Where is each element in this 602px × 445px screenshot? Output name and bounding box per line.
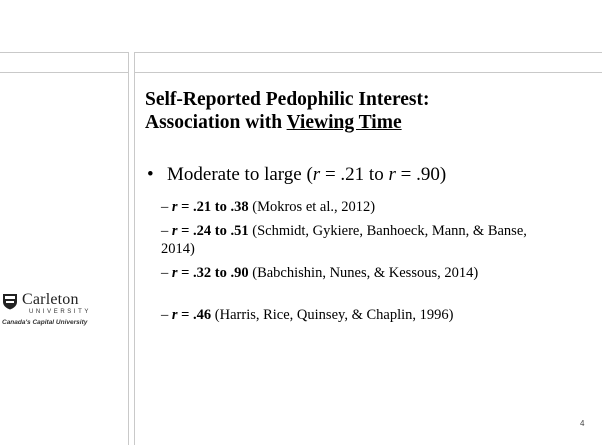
item-range: = .24 to .51	[177, 223, 249, 239]
dash-icon: –	[161, 265, 172, 281]
item-range: = .21 to .38	[177, 199, 249, 215]
bullet-text-end: = .90)	[395, 164, 447, 185]
item-r: r	[171, 307, 178, 323]
title-underlined: Viewing Time	[286, 112, 402, 133]
list-item: – r = .24 to .51 (Schmidt, Gykiere, Banh…	[161, 222, 556, 258]
title-line-2-prefix: Association with	[145, 112, 287, 133]
dash-icon: –	[161, 223, 172, 239]
list-item: – r = .32 to .90 (Babchishin, Nunes, & K…	[161, 264, 556, 282]
dash-icon: –	[161, 199, 172, 215]
page-number: 4	[580, 419, 585, 428]
logo-name: Carleton	[22, 291, 79, 308]
bullet-text-start: Moderate to large (	[167, 164, 313, 185]
frame-divider-line-right	[135, 72, 602, 73]
title-line-2: Association with Viewing Time	[145, 111, 585, 134]
carleton-logo: Carleton UNIVERSITY Canada's Capital Uni…	[2, 291, 130, 331]
frame-top-line-right	[135, 52, 602, 53]
frame-left-column-line	[128, 52, 129, 445]
bullet-r2: r	[388, 164, 396, 185]
frame-divider-line	[0, 72, 128, 73]
bullet-r1: r	[312, 164, 321, 185]
logo-tagline: Canada's Capital University	[2, 319, 88, 326]
item-r: r	[171, 223, 178, 239]
item-range: = .32 to .90	[177, 265, 249, 281]
item-r: r	[171, 199, 178, 215]
item-range: = .46	[177, 307, 212, 323]
item-citation: (Mokros et al., 2012)	[248, 199, 376, 215]
title-line-1: Self-Reported Pedophilic Interest:	[145, 89, 430, 110]
slide-title: Self-Reported Pedophilic Interest: Assoc…	[145, 88, 585, 134]
bullet-text-mid: = .21 to	[320, 164, 389, 185]
main-bullet: • Moderate to large (r = .21 to r = .90)	[147, 164, 587, 186]
frame-top-line	[0, 52, 128, 53]
item-citation: (Harris, Rice, Quinsey, & Chaplin, 1996)	[211, 307, 454, 323]
list-item: – r = .46 (Harris, Rice, Quinsey, & Chap…	[161, 306, 581, 324]
bullet-dot-icon: •	[147, 164, 154, 185]
logo-subtitle: UNIVERSITY	[29, 309, 92, 315]
frame-left-column-line-2	[134, 52, 135, 445]
item-citation: (Schmidt, Gykiere, Banhoeck, Mann, & Ban…	[161, 223, 527, 257]
shield-icon	[3, 294, 17, 310]
dash-icon: –	[161, 307, 172, 323]
list-item: – r = .21 to .38 (Mokros et al., 2012)	[161, 198, 561, 216]
item-citation: (Babchishin, Nunes, & Kessous, 2014)	[248, 265, 479, 281]
item-r: r	[171, 265, 178, 281]
